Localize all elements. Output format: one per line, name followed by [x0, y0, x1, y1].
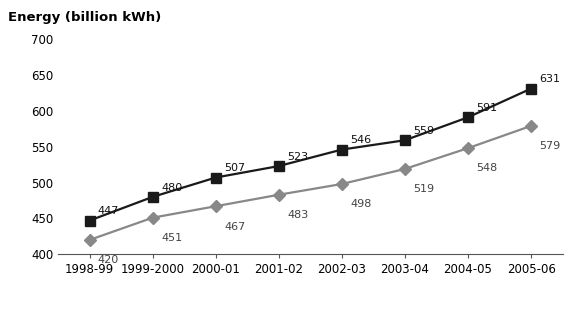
- Text: 451: 451: [161, 233, 182, 243]
- Supply: [149, 216, 156, 220]
- Supply: [86, 238, 93, 242]
- Text: 483: 483: [287, 210, 309, 220]
- Supply: [401, 167, 408, 171]
- Supply: [465, 146, 472, 150]
- Supply: [276, 193, 282, 197]
- Demand: [276, 164, 282, 168]
- Demand: [528, 87, 535, 91]
- Line: Demand: Demand: [85, 84, 536, 226]
- Text: 631: 631: [539, 74, 560, 84]
- Supply: [338, 182, 345, 186]
- Demand: [338, 148, 345, 152]
- Text: 420: 420: [98, 255, 119, 265]
- Text: 523: 523: [287, 152, 308, 162]
- Text: 548: 548: [476, 163, 498, 173]
- Text: 480: 480: [161, 183, 182, 193]
- Text: 519: 519: [413, 184, 434, 194]
- Demand: [465, 115, 472, 119]
- Text: 559: 559: [413, 126, 434, 136]
- Text: 498: 498: [350, 199, 372, 209]
- Text: 447: 447: [98, 206, 119, 216]
- Demand: [149, 195, 156, 199]
- Text: 546: 546: [350, 135, 371, 145]
- Supply: [528, 124, 535, 128]
- Text: Energy (billion kWh): Energy (billion kWh): [8, 11, 161, 24]
- Demand: [401, 138, 408, 142]
- Line: Supply: Supply: [85, 122, 535, 244]
- Demand: [86, 219, 93, 223]
- Text: 579: 579: [539, 141, 561, 151]
- Text: 507: 507: [224, 163, 245, 173]
- Text: 591: 591: [476, 103, 498, 113]
- Demand: [212, 176, 219, 180]
- Text: 467: 467: [224, 221, 245, 231]
- Supply: [212, 204, 219, 208]
